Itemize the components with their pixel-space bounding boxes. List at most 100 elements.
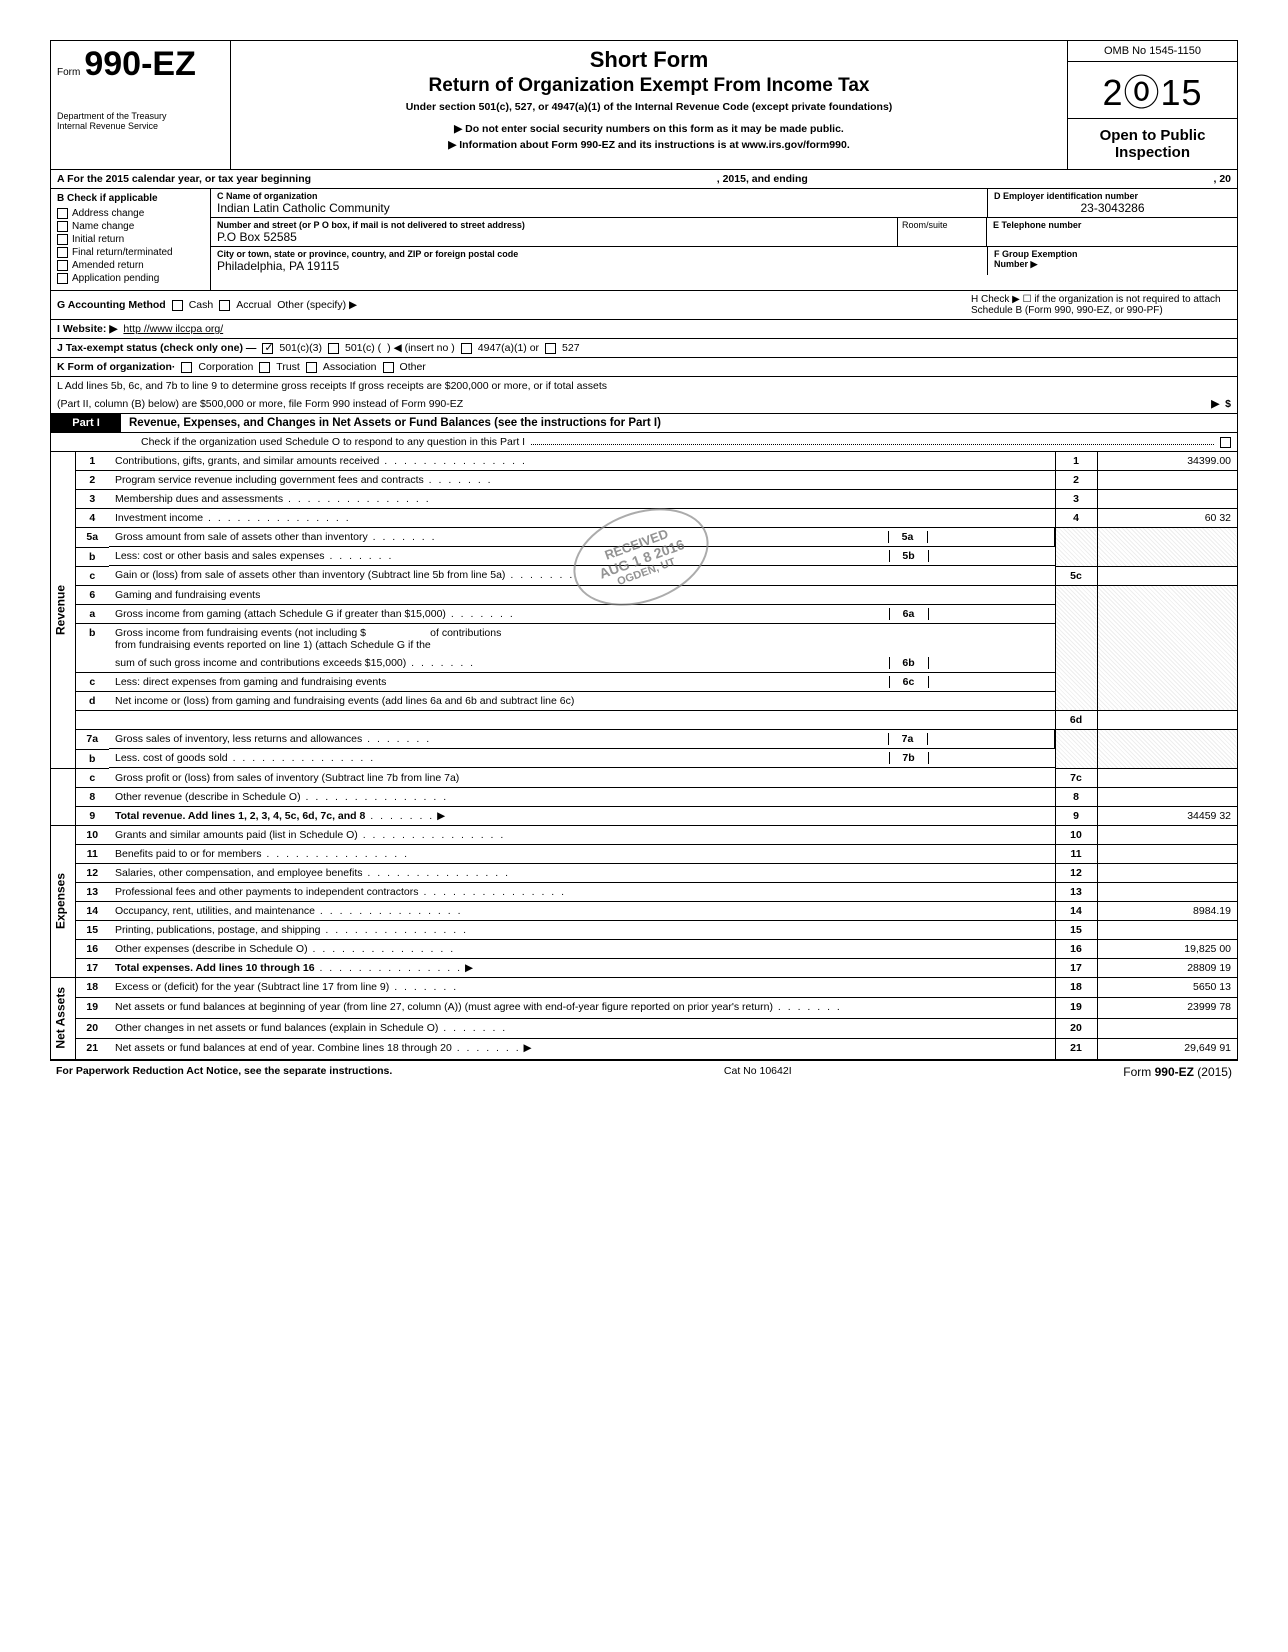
- ln16: 16: [75, 939, 109, 958]
- nc20: 20: [1055, 1018, 1097, 1039]
- website-value: http //www ilccpa org/: [123, 323, 223, 335]
- chk-527[interactable]: [545, 343, 556, 354]
- omb-number: OMB No 1545-1150: [1068, 41, 1237, 62]
- k-label: K Form of organization·: [57, 361, 175, 373]
- chk-other[interactable]: [383, 362, 394, 373]
- nc1: 1: [1055, 452, 1097, 471]
- tax-year: 2⓪201515: [1102, 72, 1202, 113]
- ld6b2: of contributions: [430, 627, 501, 639]
- chk-address-change[interactable]: [57, 208, 68, 219]
- open-line2: Inspection: [1072, 144, 1233, 161]
- scho-text: Check if the organization used Schedule …: [141, 436, 525, 448]
- return-title: Return of Organization Exempt From Incom…: [241, 75, 1057, 97]
- row-j-status: J Tax-exempt status (check only one) — 5…: [51, 339, 1237, 358]
- ld10: Grants and similar amounts paid (list in…: [115, 829, 358, 841]
- city-label: City or town, state or province, country…: [217, 249, 981, 259]
- nc16: 16: [1055, 939, 1097, 958]
- chk-name-change[interactable]: [57, 221, 68, 232]
- lbl-name-change: Name change: [72, 221, 134, 232]
- form-number: 990-EZ: [84, 45, 196, 84]
- nc7c: 7c: [1055, 769, 1097, 788]
- schedule-o-check: Check if the organization used Schedule …: [51, 433, 1237, 452]
- chk-amended[interactable]: [57, 260, 68, 271]
- open-line1: Open to Public: [1072, 127, 1233, 144]
- ld5a: Gross amount from sale of assets other t…: [115, 531, 368, 543]
- short-form: Short Form: [241, 47, 1057, 73]
- ld19: Net assets or fund balances at beginning…: [115, 1001, 773, 1013]
- chk-4947[interactable]: [461, 343, 472, 354]
- ld6c: Less: direct expenses from gaming and fu…: [115, 676, 386, 688]
- ln19: 19: [75, 998, 109, 1019]
- chk-cash[interactable]: [172, 300, 183, 311]
- l-text1: L Add lines 5b, 6c, and 7b to line 9 to …: [57, 380, 607, 392]
- chk-final-return[interactable]: [57, 247, 68, 258]
- a-mid: , 2015, and ending: [717, 173, 808, 185]
- ln7c: c: [75, 769, 109, 788]
- nc6d: 6d: [1055, 711, 1097, 730]
- side-netassets: Net Assets: [51, 977, 75, 1060]
- nc9: 9: [1055, 806, 1097, 825]
- nc12: 12: [1055, 863, 1097, 882]
- chk-accrual[interactable]: [219, 300, 230, 311]
- row-g-accounting: G Accounting Method Cash Accrual Other (…: [51, 291, 1237, 320]
- ld11: Benefits paid to or for members: [115, 848, 261, 860]
- ld7c: Gross profit or (loss) from sales of inv…: [115, 772, 459, 784]
- header-left: Form 990-EZ Department of the Treasury I…: [51, 41, 231, 169]
- addr-label: Number and street (or P O box, if mail i…: [217, 220, 891, 230]
- amt15: [1097, 920, 1237, 939]
- h-check: H Check ▶ ☐ if the organization is not r…: [971, 294, 1231, 316]
- row-l: L Add lines 5b, 6c, and 7b to line 9 to …: [51, 377, 1237, 414]
- amt14: 8984.19: [1097, 901, 1237, 920]
- ln18: 18: [75, 977, 109, 998]
- sn6c: 6c: [889, 676, 929, 688]
- ld6a: Gross income from gaming (attach Schedul…: [115, 608, 446, 620]
- footer-left: For Paperwork Reduction Act Notice, see …: [56, 1065, 392, 1079]
- ln11: 11: [75, 844, 109, 863]
- part1-header: Part I Revenue, Expenses, and Changes in…: [51, 414, 1237, 433]
- lbl-app-pending: Application pending: [72, 273, 159, 284]
- chk-trust[interactable]: [259, 362, 270, 373]
- k-other: Other: [400, 361, 426, 373]
- nc14: 14: [1055, 901, 1097, 920]
- warn-ssn: ▶ Do not enter social security numbers o…: [241, 123, 1057, 135]
- lbl-address-change: Address change: [72, 208, 144, 219]
- ln5c: c: [75, 566, 109, 585]
- ld6d: Net income or (loss) from gaming and fun…: [109, 692, 1055, 711]
- nc8: 8: [1055, 787, 1097, 806]
- chk-corp[interactable]: [181, 362, 192, 373]
- ln20: 20: [75, 1018, 109, 1039]
- ln2: 2: [75, 471, 109, 490]
- ln6a: a: [75, 604, 109, 624]
- k-trust: Trust: [276, 361, 300, 373]
- sn5a: 5a: [888, 531, 928, 543]
- f-label2: Number ▶: [994, 259, 1037, 269]
- lbl-initial-return: Initial return: [72, 234, 124, 245]
- info-block: B Check if applicable Address change Nam…: [51, 189, 1237, 291]
- ln7b: b: [75, 749, 109, 768]
- chk-initial-return[interactable]: [57, 234, 68, 245]
- lbl-amended: Amended return: [72, 260, 144, 271]
- amt4: 60 32: [1097, 509, 1237, 528]
- ld7a: Gross sales of inventory, less returns a…: [115, 733, 362, 745]
- chk-assoc[interactable]: [306, 362, 317, 373]
- row-i-website: I Website: ▶ http //www ilccpa org/: [51, 320, 1237, 339]
- c-label: C Name of organization: [217, 191, 981, 201]
- ld2: Program service revenue including govern…: [115, 474, 424, 486]
- chk-schedule-o[interactable]: [1220, 437, 1231, 448]
- warn-info: ▶ Information about Form 990-EZ and its …: [241, 139, 1057, 151]
- footer: For Paperwork Reduction Act Notice, see …: [50, 1061, 1238, 1083]
- nc17: 17: [1055, 958, 1097, 977]
- ld7b: Less. cost of goods sold: [115, 752, 228, 764]
- chk-501c3[interactable]: [262, 343, 273, 354]
- amt12: [1097, 863, 1237, 882]
- row-k-form-org: K Form of organization· Corporation Trus…: [51, 358, 1237, 377]
- part1-table: Revenue 1 Contributions, gifts, grants, …: [51, 452, 1237, 769]
- ld6b1: Gross income from fundraising events (no…: [115, 627, 366, 639]
- ln10: 10: [75, 825, 109, 844]
- ld8: Other revenue (describe in Schedule O): [115, 791, 301, 803]
- open-public: Open to Public Inspection: [1068, 119, 1237, 169]
- chk-app-pending[interactable]: [57, 273, 68, 284]
- i-label: I Website: ▶: [57, 323, 117, 335]
- ln5b: b: [75, 547, 109, 566]
- chk-501c[interactable]: [328, 343, 339, 354]
